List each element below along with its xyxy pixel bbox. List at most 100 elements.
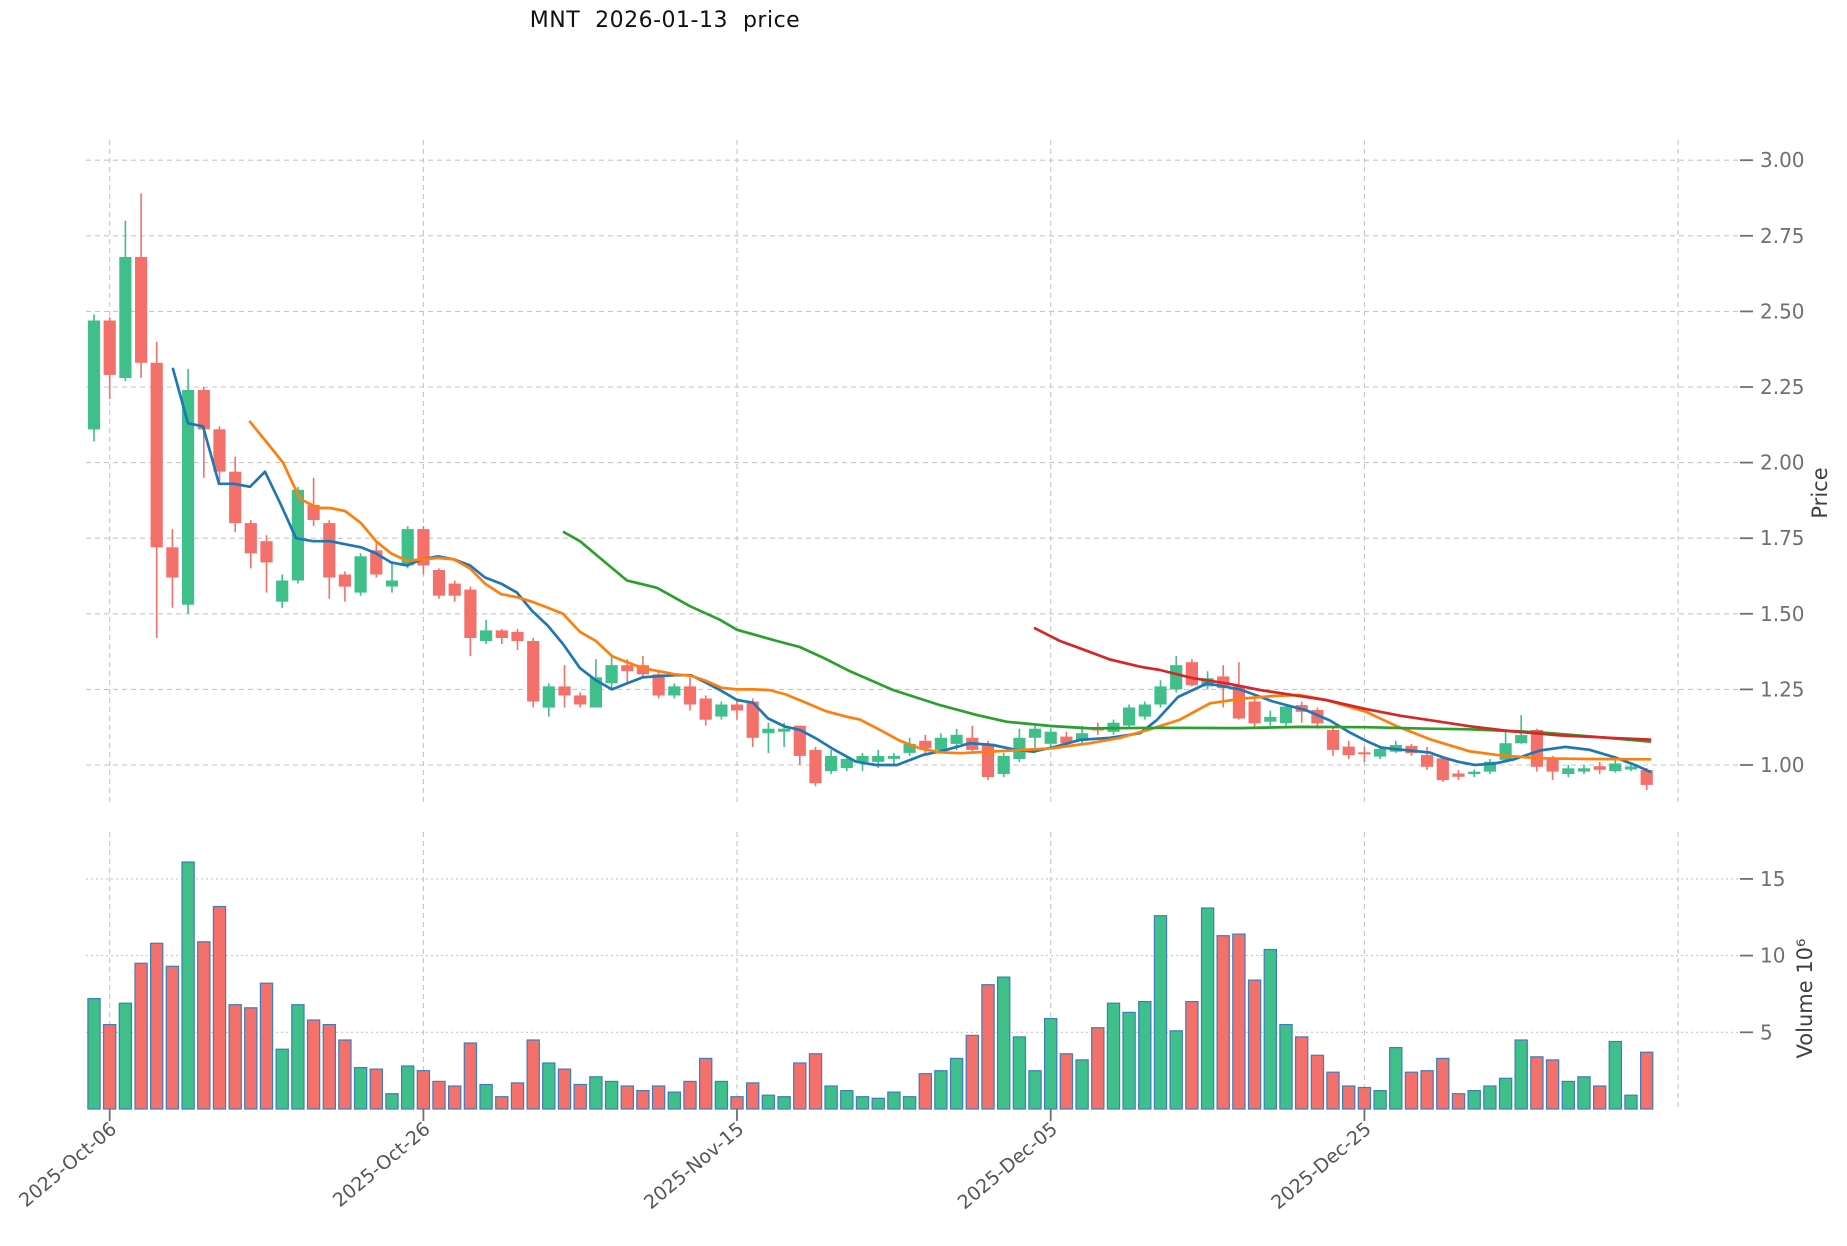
volume-bar-up (934, 1070, 948, 1110)
candle-body-up (1028, 728, 1042, 738)
candle-body-up (276, 580, 289, 602)
volume-bar-down (102, 1023, 117, 1110)
candle-body-up (715, 704, 728, 717)
candle-body-up (542, 686, 555, 708)
candle-body-up (778, 728, 791, 732)
volume-bar-up (1028, 1070, 1042, 1110)
volume-bar-up (1467, 1089, 1481, 1110)
candle-body-up (401, 529, 414, 566)
price-axis-label: Price (1808, 467, 1832, 518)
candle-body-down (1326, 729, 1340, 750)
candle-body-down (229, 471, 242, 524)
volume-bar-up (479, 1083, 493, 1110)
price-tick-label: 2.00 (1760, 451, 1805, 475)
volume-bar-down (745, 1082, 760, 1110)
candle-body-down (1452, 773, 1465, 777)
volume-bar-up (604, 1080, 619, 1110)
candle-body-down (652, 674, 665, 696)
candle-body-down (260, 541, 273, 563)
candle-body-up (762, 728, 775, 734)
price-tick-label: 1.00 (1760, 753, 1805, 777)
volume-bar-down (1247, 979, 1262, 1110)
candle-body-up (840, 759, 853, 769)
candle-body-down (338, 574, 351, 587)
candle-body-down (213, 429, 226, 472)
candle-body-up (1138, 704, 1151, 717)
candle-body-up (480, 630, 493, 641)
price-tick-label: 2.75 (1760, 224, 1805, 248)
candle-body-up (1013, 737, 1026, 759)
candle-body-down (809, 749, 822, 784)
chart-title: MNT 2026-01-13 price (529, 8, 801, 33)
volume-bar-up (1624, 1094, 1638, 1110)
candle-body-down (135, 257, 148, 363)
candle-body-up (1076, 733, 1089, 741)
volume-bar-up (1483, 1085, 1497, 1110)
volume-bar-up (1043, 1017, 1058, 1110)
candle-body-up (354, 556, 367, 593)
candle-body-down (699, 698, 712, 720)
volume-bar-up (1373, 1089, 1387, 1110)
candle-body-down (244, 523, 257, 554)
volume-bar-down (432, 1080, 446, 1110)
volume-bar-up (1075, 1059, 1089, 1110)
volume-bar-down (1451, 1093, 1466, 1110)
volume-bar-up (1153, 915, 1168, 1110)
volume-bar-down (1639, 1051, 1654, 1110)
candle-body-down (746, 701, 759, 738)
candle-body-down (417, 529, 430, 566)
volume-bar-up (401, 1065, 415, 1110)
candle-body-down (1248, 701, 1261, 724)
candle-body-down (636, 665, 649, 675)
candle-body-down (793, 725, 806, 756)
volume-bar-down (259, 982, 274, 1110)
candle-body-down (448, 583, 461, 596)
candle-body-up (903, 743, 916, 753)
volume-bar-down (1341, 1085, 1356, 1110)
price-tick-label: 3.00 (1760, 148, 1805, 172)
volume-bar-down (918, 1073, 933, 1110)
candle-body-up (1609, 763, 1622, 772)
volume-bar-up (291, 1004, 305, 1110)
candle-body-down (150, 362, 163, 548)
candle-body-down (1593, 766, 1606, 770)
candle-body-down (1640, 770, 1653, 785)
price-tick-label: 2.50 (1760, 299, 1805, 323)
candle-body-up (1562, 768, 1575, 774)
candle-body-down (730, 704, 744, 711)
volume-tick-label: 5 (1760, 1020, 1773, 1044)
volume-bar-up (949, 1057, 964, 1110)
volume-bar-up (667, 1091, 682, 1110)
candle-body-down (1546, 758, 1559, 772)
volume-bar-down (1404, 1071, 1419, 1110)
candle-body-down (166, 547, 179, 578)
candle-body-up (668, 686, 681, 696)
volume-bar-down (228, 1004, 242, 1110)
volume-bar-up (1263, 948, 1277, 1110)
volume-bar-down (651, 1085, 666, 1110)
volume-bar-down (369, 1068, 384, 1110)
volume-bar-down (730, 1096, 744, 1110)
candle-body-down (1342, 746, 1355, 756)
volume-axis-label: Volume 10⁶ (1793, 939, 1817, 1059)
candle-body-down (919, 740, 932, 749)
volume-bar-up (1122, 1011, 1136, 1110)
volume-bar-down (463, 1042, 478, 1110)
volume-bar-up (1138, 1000, 1152, 1110)
candle-body-down (1421, 755, 1434, 767)
candle-body-down (511, 631, 524, 641)
volume-bar-down (1326, 1071, 1340, 1110)
volume-bar-down (1294, 1036, 1309, 1110)
price-tick-label: 2.25 (1760, 375, 1805, 399)
volume-bar-down (1420, 1070, 1434, 1110)
candle-body-down (464, 589, 477, 638)
volume-bar-down (683, 1080, 697, 1110)
candle-body-down (527, 641, 540, 702)
candle-body-down (1232, 686, 1245, 719)
volume-bar-up (181, 861, 195, 1110)
volume-bar-up (1200, 907, 1215, 1110)
candle-body-down (323, 523, 336, 578)
volume-bar-up (385, 1093, 399, 1110)
volume-bar-down (573, 1083, 587, 1110)
